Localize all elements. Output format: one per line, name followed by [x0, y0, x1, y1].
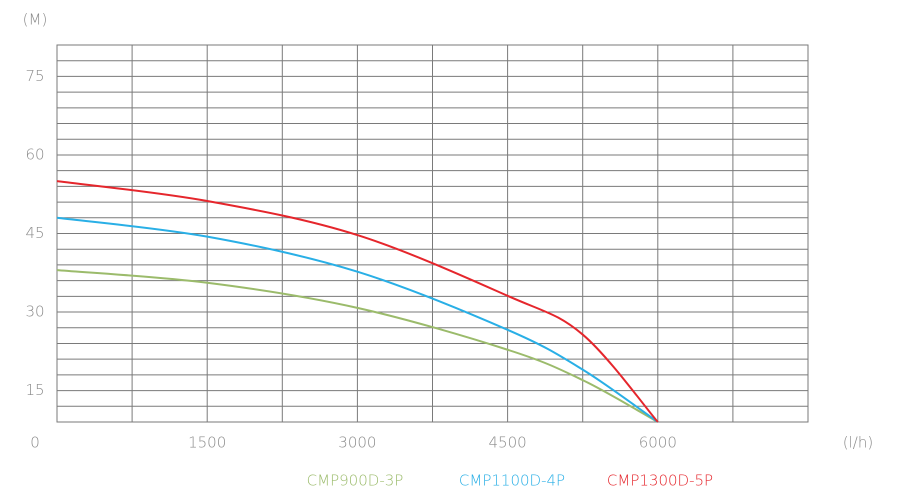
series-line	[56, 269, 659, 423]
y-tick-label: 75	[25, 67, 44, 85]
x-tick-label: 6000	[639, 434, 677, 452]
series-line	[56, 216, 659, 423]
legend-label: CMP1300D-5P	[607, 472, 713, 490]
x-tick-label: 4500	[489, 434, 527, 452]
x-tick-label: 0	[30, 434, 40, 452]
y-tick-label: 30	[25, 303, 44, 321]
x-axis-label: (l/h)	[843, 434, 873, 452]
x-tick-label: 3000	[338, 434, 376, 452]
x-tick-label: 1500	[188, 434, 226, 452]
y-tick-label: 15	[25, 381, 44, 399]
series-line	[56, 180, 659, 423]
plot-frame	[56, 44, 809, 423]
y-axis-label: (M)	[23, 11, 48, 29]
y-tick-label: 45	[25, 224, 44, 242]
legend-label: CMP900D-3P	[307, 472, 404, 490]
y-tick-label: 60	[25, 145, 44, 163]
legend-label: CMP1100D-4P	[459, 472, 565, 490]
